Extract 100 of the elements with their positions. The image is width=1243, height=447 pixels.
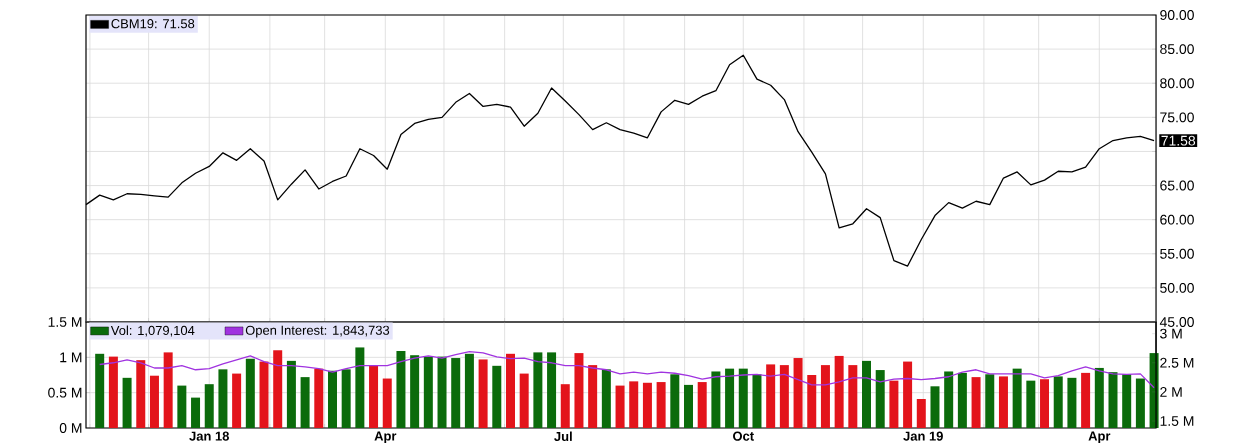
bar [957, 372, 967, 428]
bar [738, 368, 748, 428]
y-tick-label: 45.00 [1159, 317, 1194, 327]
y2-tick-label: 2.5 M [1160, 357, 1194, 368]
y-tick-label: 90.00 [1160, 10, 1194, 20]
y-tick-label: 80.00 [1160, 78, 1194, 89]
bar [588, 365, 598, 428]
y-tick-label: 75.00 [1160, 112, 1194, 123]
bar [327, 370, 337, 428]
bar [122, 377, 132, 428]
bar [149, 375, 159, 428]
bar [1026, 380, 1036, 428]
bar [820, 365, 830, 428]
bar [903, 361, 913, 428]
annotation: 71.58 [1161, 135, 1196, 146]
x-tick-label: Oct [733, 431, 754, 441]
y-tick-label: 0.5 M [48, 387, 82, 398]
bar [1108, 372, 1118, 428]
legend-label: CBM19: 71.58 [111, 19, 195, 29]
bar [232, 373, 242, 428]
bar [1094, 367, 1104, 428]
bar [382, 378, 392, 428]
bar [601, 369, 611, 428]
bar [670, 374, 680, 428]
bar [533, 352, 543, 428]
bar [862, 360, 872, 428]
bar [396, 350, 406, 428]
bar [615, 385, 625, 428]
bar [779, 365, 789, 428]
y-tick-label: 60.00 [1160, 214, 1194, 225]
bar [711, 371, 721, 428]
bar [505, 353, 515, 428]
bar [177, 385, 187, 428]
x-tick-label: Apr [1088, 431, 1111, 444]
bar [971, 377, 981, 428]
y2-tick-label: 3 M [1160, 328, 1182, 339]
bar [642, 382, 652, 428]
bar [519, 373, 529, 428]
x-tick-label: Apr [374, 431, 397, 444]
bar [492, 365, 502, 428]
x-tick-label: Jan 18 [189, 431, 229, 441]
y-tick-label: 55.00 [1160, 248, 1194, 259]
bar [1012, 368, 1022, 428]
bar [300, 377, 310, 428]
bar [930, 386, 940, 428]
bar [437, 356, 447, 428]
y-tick-label: 65.00 [1160, 180, 1194, 191]
bar [725, 368, 735, 428]
bar [218, 369, 228, 428]
bar [629, 381, 639, 428]
y-tick-label: 50.00 [1160, 282, 1194, 293]
bar [108, 356, 118, 428]
bar [273, 350, 283, 428]
y2-tick-label: 2 M [1160, 387, 1182, 397]
y-tick-label: 1 M [60, 352, 82, 363]
bar [163, 352, 173, 428]
bar [314, 368, 324, 428]
bar [944, 371, 954, 428]
bar [1067, 377, 1077, 428]
bar [889, 380, 899, 428]
bar [793, 358, 803, 428]
bar [697, 382, 707, 428]
bar [574, 353, 584, 428]
bar [245, 358, 255, 428]
bar [1122, 374, 1132, 428]
bar [341, 369, 351, 428]
bar [998, 376, 1008, 428]
bar [1081, 372, 1091, 428]
bar [916, 399, 926, 428]
bar [259, 361, 269, 428]
bar [807, 375, 817, 428]
y-tick-label: 0 M [59, 423, 82, 433]
bar [656, 382, 666, 428]
y-tick-label: 1.5 M [48, 317, 82, 327]
bar [1053, 376, 1063, 428]
bar [423, 356, 433, 428]
bar [478, 359, 488, 428]
bar [1135, 378, 1145, 428]
bar [834, 355, 844, 428]
bar [848, 365, 858, 428]
bar [1040, 379, 1050, 428]
bar [547, 352, 557, 428]
bar [464, 353, 474, 428]
bar [684, 384, 693, 428]
bar [410, 355, 420, 428]
legend-label: Vol: 1,079,104 [110, 325, 195, 337]
x-tick-label: Jul [554, 431, 572, 442]
bar [355, 347, 365, 428]
bar [369, 365, 379, 428]
x-tick-label: Jan 19 [903, 431, 943, 441]
bar [752, 374, 762, 428]
y-tick-label: 85.00 [1160, 44, 1194, 55]
bar [136, 360, 146, 428]
bar [286, 360, 296, 428]
bar [204, 384, 214, 428]
bar [560, 384, 570, 428]
legend-label: Open Interest: 1,843,733 [245, 325, 390, 338]
bar [875, 370, 885, 428]
bar [985, 374, 995, 428]
bar [766, 364, 776, 428]
